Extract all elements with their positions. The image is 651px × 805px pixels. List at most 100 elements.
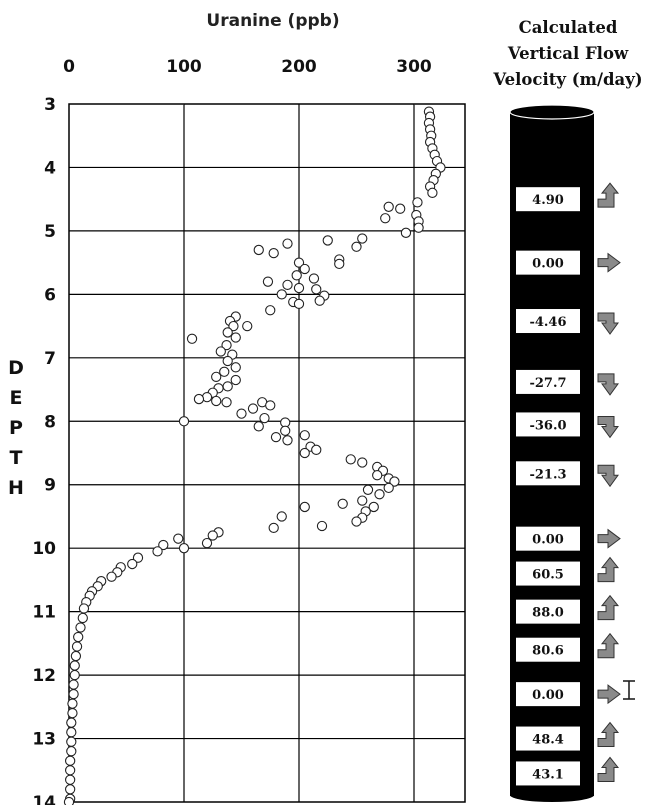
data-point <box>215 346 226 357</box>
data-point <box>106 571 117 582</box>
velocity-value: 48.4 <box>532 733 564 748</box>
data-point <box>308 273 320 284</box>
data-point <box>247 403 259 414</box>
data-point <box>67 698 78 709</box>
x-tick-label: 100 <box>166 57 202 77</box>
data-point <box>265 400 276 411</box>
data-point <box>395 203 406 214</box>
velocity-box <box>516 309 580 334</box>
velocity-value: 0.00 <box>532 257 564 272</box>
y-tick-label: 4 <box>44 158 56 178</box>
velocity-box <box>516 682 580 707</box>
y-tick-label: 7 <box>44 349 56 369</box>
data-point <box>282 435 293 446</box>
data-point <box>75 622 86 633</box>
velocity-value: 0.00 <box>532 533 564 548</box>
velocity-box <box>516 761 580 786</box>
data-point <box>282 238 293 249</box>
data-point <box>221 397 232 408</box>
data-point <box>69 660 80 671</box>
data-point <box>276 511 287 522</box>
x-tick-label: 0 <box>63 57 75 77</box>
data-point <box>314 295 325 306</box>
data-point <box>193 393 205 405</box>
data-point <box>65 765 76 776</box>
data-point <box>221 339 232 351</box>
data-point <box>173 533 184 544</box>
data-point <box>337 498 348 509</box>
data-point <box>368 501 379 513</box>
data-point <box>427 187 438 198</box>
velocity-title-line-1: Calculated <box>519 18 618 37</box>
velocity-box <box>516 250 580 275</box>
data-point <box>311 284 322 295</box>
data-point <box>211 371 222 383</box>
data-point <box>253 421 264 432</box>
data-point <box>70 650 82 662</box>
y-tick-label: 6 <box>44 285 56 305</box>
data-point <box>66 746 77 757</box>
plot-grid <box>69 103 465 802</box>
velocity-value: 43.1 <box>532 767 564 782</box>
data-point <box>413 222 424 233</box>
velocity-title-line-3: Velocity (m/day) <box>492 70 642 89</box>
data-point <box>152 546 163 557</box>
data-point <box>380 213 391 224</box>
flow-arrow-up-icon <box>597 721 620 748</box>
velocity-value: 0.00 <box>532 688 564 703</box>
data-point <box>374 489 385 500</box>
data-point <box>230 374 241 386</box>
data-point <box>268 247 279 259</box>
x-axis-title: Uranine (ppb) <box>206 11 339 31</box>
data-point <box>228 320 239 332</box>
flow-arrow-right-icon <box>597 528 621 549</box>
data-point <box>253 244 264 256</box>
y-tick-labels: 3 4 5 6 7 8 9 10 11 12 13 14 <box>32 95 56 805</box>
data-point <box>230 332 241 343</box>
data-point <box>259 412 270 424</box>
data-point <box>362 484 374 495</box>
data-point <box>69 669 80 681</box>
data-point <box>316 520 328 532</box>
velocity-box <box>516 369 580 394</box>
data-point <box>357 457 368 468</box>
data-points <box>63 106 446 805</box>
velocity-box <box>516 461 580 486</box>
data-point <box>334 258 345 270</box>
data-point <box>207 530 218 541</box>
flow-arrow-right-icon <box>597 252 621 273</box>
data-point <box>383 201 394 212</box>
flow-arrow-down-icon <box>597 464 619 488</box>
velocity-box <box>516 637 580 662</box>
data-point <box>201 537 213 549</box>
flow-arrows <box>597 182 621 782</box>
y-tick-label: 13 <box>32 730 56 750</box>
data-point <box>222 381 233 392</box>
velocity-box <box>516 599 580 624</box>
flow-arrow-down-icon <box>597 415 619 439</box>
flow-arrow-up-icon <box>597 182 620 208</box>
data-point <box>65 774 76 785</box>
velocity-column-title: Calculated Vertical Flow Velocity (m/day… <box>492 18 642 89</box>
data-point <box>322 235 333 246</box>
data-point <box>186 333 198 344</box>
data-point <box>293 298 305 310</box>
data-point <box>66 736 77 747</box>
velocity-box <box>516 412 580 437</box>
data-point <box>280 425 291 436</box>
velocity-value: 88.0 <box>532 606 564 621</box>
borehole-column <box>509 104 595 802</box>
data-point <box>73 631 84 643</box>
y-tick-label: 12 <box>32 666 56 686</box>
data-point <box>78 603 90 614</box>
velocity-box <box>516 726 580 751</box>
data-point <box>345 454 356 465</box>
y-tick-label: 9 <box>44 476 56 496</box>
data-point <box>63 796 75 805</box>
flow-arrow-up-icon <box>597 556 620 583</box>
data-point <box>158 539 169 551</box>
flow-divide-icon <box>623 680 635 700</box>
